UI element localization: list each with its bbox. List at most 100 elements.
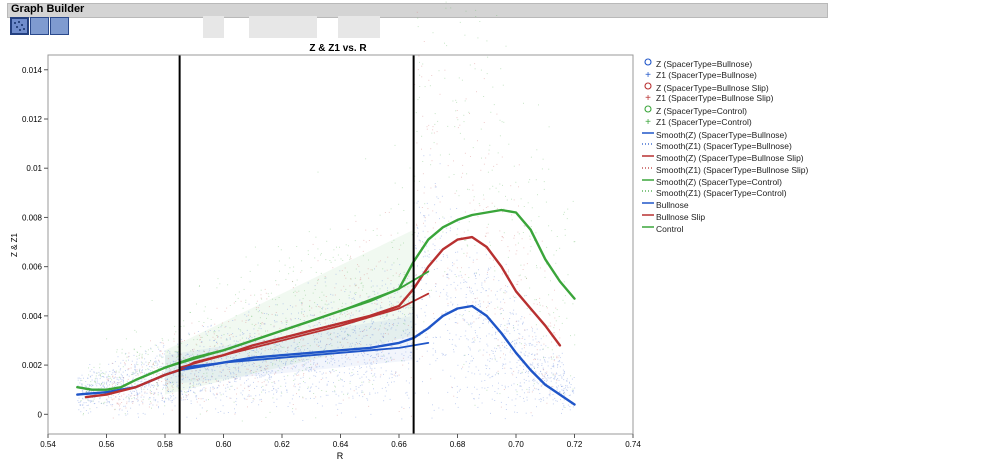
scatter-point	[469, 256, 471, 258]
scatter-point	[196, 395, 198, 397]
drop-zone[interactable]	[203, 16, 224, 38]
scatter-point	[401, 418, 403, 420]
scatter-point	[310, 386, 312, 388]
scatter-point	[317, 341, 319, 343]
scatter-point	[85, 391, 87, 393]
scatter-point	[285, 361, 287, 363]
legend-item[interactable]: Z (SpacerType=Bullnose)	[642, 57, 752, 69]
scatter-point	[518, 233, 520, 235]
scatter-point	[444, 271, 446, 273]
scatter-point	[563, 211, 565, 213]
scatter-point	[96, 380, 98, 382]
scatter-point	[432, 404, 433, 406]
scatter-point	[561, 377, 563, 379]
scatter-point	[453, 395, 455, 397]
scatter-point	[496, 290, 498, 292]
scatter-point	[276, 321, 278, 323]
scatter-point	[248, 354, 250, 356]
scatter-point	[398, 310, 400, 312]
legend-item[interactable]: Smooth(Z) (SpacerType=Bullnose Slip)	[642, 151, 804, 163]
scatter-point	[499, 119, 501, 121]
scatter-point	[247, 406, 248, 408]
scatter-point	[156, 382, 158, 383]
scatter-point	[357, 343, 358, 345]
legend-item[interactable]: Smooth(Z1) (SpacerType=Control)	[642, 186, 787, 198]
scatter-point	[564, 391, 565, 393]
legend-item[interactable]: Z (SpacerType=Control)	[642, 104, 747, 116]
scatter-point	[492, 326, 493, 328]
blank-button[interactable]	[30, 17, 49, 35]
scatter-point	[198, 371, 200, 373]
scatter-point	[487, 375, 489, 377]
legend-item[interactable]: Smooth(Z) (SpacerType=Bullnose)	[642, 128, 787, 140]
scatter-point	[533, 366, 535, 368]
scatter-point	[472, 261, 474, 263]
scatter-point	[114, 376, 116, 378]
drop-zone[interactable]	[249, 16, 317, 38]
legend-item[interactable]: + Z1 (SpacerType=Bullnose Slip)	[642, 92, 773, 104]
legend-item[interactable]: Smooth(Z1) (SpacerType=Bullnose Slip)	[642, 163, 808, 175]
scatter-point	[163, 413, 164, 415]
legend-item[interactable]: + Z1 (SpacerType=Bullnose)	[642, 69, 757, 81]
scatter-point	[344, 338, 345, 340]
scatter-point	[111, 405, 113, 407]
scatter-point	[302, 396, 304, 398]
scatter-point	[371, 363, 373, 365]
scatter-point	[81, 384, 83, 386]
scatter-point	[524, 225, 526, 227]
scatter-point	[190, 350, 192, 352]
scatter-point	[537, 388, 539, 390]
scatter-point	[315, 332, 317, 334]
legend-item[interactable]: Smooth(Z1) (SpacerType=Bullnose)	[642, 139, 792, 151]
scatter-point	[365, 371, 367, 373]
blank-button-2[interactable]	[50, 17, 69, 35]
scatter-point	[212, 386, 214, 388]
legend-label: Smooth(Z1) (SpacerType=Bullnose)	[656, 141, 792, 152]
legend-item[interactable]: Control	[642, 222, 683, 234]
scatter-point	[421, 148, 422, 150]
scatter-point	[106, 378, 108, 380]
scatter-point	[466, 173, 468, 175]
scatter-point	[286, 329, 288, 331]
scatter-point	[163, 344, 165, 346]
scatter-point	[274, 382, 276, 384]
scatter-point	[390, 357, 392, 359]
scatter-point	[249, 384, 251, 386]
scatter-point	[201, 362, 203, 364]
x-tick-label: 0.68	[450, 440, 466, 449]
scatter-point	[355, 285, 357, 286]
scatter-point	[363, 359, 365, 361]
scatter-point	[143, 363, 145, 365]
scatter-point	[452, 303, 454, 305]
legend-item[interactable]: Z (SpacerType=Bullnose Slip)	[642, 81, 769, 93]
scatter-point	[152, 384, 154, 386]
scatter-point	[325, 372, 327, 374]
scatter-point	[100, 370, 102, 372]
scatter-point	[292, 306, 294, 308]
scatter-point	[403, 302, 405, 304]
scatter-point	[227, 375, 229, 377]
scatter-point	[361, 376, 363, 378]
scatter-point	[99, 397, 101, 399]
scatter-point	[475, 275, 476, 277]
scatter-point	[305, 398, 307, 400]
scatter-point	[255, 302, 257, 304]
scatter-point	[333, 354, 334, 356]
scatter-point	[309, 390, 310, 392]
scatter-point	[504, 346, 506, 348]
scatter-point	[424, 186, 426, 188]
legend-item[interactable]: Bullnose	[642, 198, 689, 210]
scatter-point	[442, 369, 444, 371]
scatter-point	[483, 319, 485, 321]
scatter-point	[330, 301, 332, 303]
scatter-point	[213, 331, 215, 333]
points-button[interactable]	[10, 17, 29, 35]
scatter-point	[123, 383, 124, 385]
legend-item[interactable]: Bullnose Slip	[642, 210, 705, 222]
legend-item[interactable]: Smooth(Z) (SpacerType=Control)	[642, 175, 782, 187]
scatter-point	[206, 411, 208, 413]
legend-item[interactable]: + Z1 (SpacerType=Control)	[642, 116, 752, 128]
scatter-point	[289, 305, 291, 307]
drop-zone[interactable]	[338, 16, 380, 38]
scatter-point	[108, 387, 110, 389]
